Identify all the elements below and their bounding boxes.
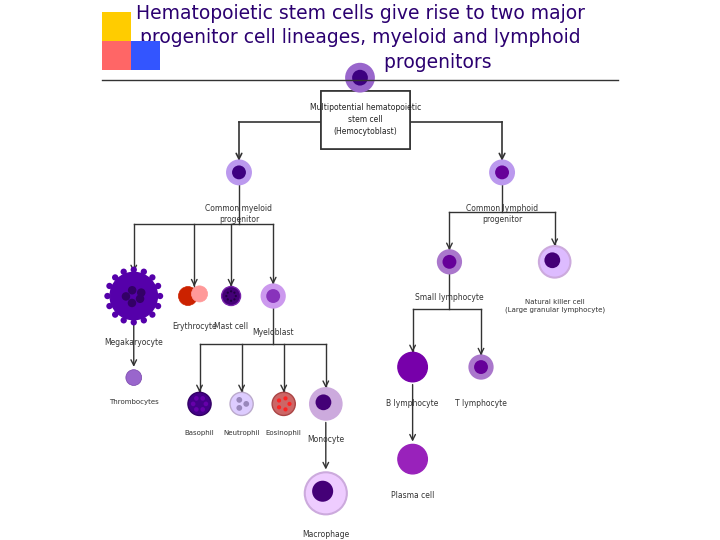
Circle shape (272, 393, 295, 415)
Text: Eosinophil: Eosinophil (266, 430, 302, 436)
Circle shape (200, 396, 205, 401)
Circle shape (230, 393, 253, 415)
Text: Neutrophil: Neutrophil (223, 430, 260, 436)
Circle shape (438, 250, 461, 273)
Circle shape (284, 396, 287, 401)
Text: Basophil: Basophil (184, 430, 215, 436)
Circle shape (149, 312, 156, 318)
FancyBboxPatch shape (320, 91, 410, 148)
Circle shape (120, 317, 127, 323)
Circle shape (469, 355, 492, 379)
Circle shape (277, 405, 281, 409)
Circle shape (287, 402, 292, 406)
Circle shape (228, 161, 251, 184)
Circle shape (266, 289, 280, 303)
Circle shape (157, 293, 163, 299)
Circle shape (233, 298, 235, 301)
Text: Multipotential hematopoietic
stem cell
(Hemocytoblast): Multipotential hematopoietic stem cell (… (310, 104, 421, 136)
Bar (102, 41, 131, 70)
Circle shape (130, 319, 137, 326)
Circle shape (188, 393, 211, 415)
FancyBboxPatch shape (320, 91, 410, 148)
Circle shape (230, 300, 233, 302)
Text: Mast cell: Mast cell (214, 322, 248, 332)
Circle shape (347, 64, 373, 91)
Circle shape (155, 283, 161, 289)
Circle shape (136, 294, 144, 303)
Circle shape (179, 287, 197, 306)
Text: Thrombocytes: Thrombocytes (109, 399, 158, 404)
Circle shape (277, 399, 281, 403)
Circle shape (233, 292, 235, 294)
Circle shape (398, 352, 428, 382)
Circle shape (312, 481, 333, 502)
Text: B lymphocyte: B lymphocyte (387, 399, 438, 408)
Text: Monocyte: Monocyte (307, 435, 344, 444)
Circle shape (236, 397, 242, 403)
Circle shape (315, 394, 331, 410)
Circle shape (155, 303, 161, 309)
Text: Small lymphocyte: Small lymphocyte (415, 293, 484, 302)
Circle shape (104, 293, 111, 299)
Circle shape (235, 295, 237, 297)
Circle shape (227, 298, 229, 301)
Circle shape (474, 360, 488, 374)
Circle shape (310, 388, 341, 420)
Circle shape (126, 370, 142, 386)
Circle shape (200, 407, 205, 411)
Circle shape (284, 407, 287, 411)
Text: T lymphocyte: T lymphocyte (455, 399, 507, 408)
Circle shape (127, 299, 136, 307)
Circle shape (404, 358, 421, 376)
Circle shape (122, 292, 130, 301)
Circle shape (261, 285, 285, 308)
Circle shape (236, 405, 242, 411)
Circle shape (230, 290, 233, 293)
Circle shape (140, 268, 147, 275)
Text: Macrophage: Macrophage (302, 530, 349, 539)
Circle shape (490, 161, 513, 184)
Circle shape (149, 274, 156, 281)
Circle shape (107, 283, 112, 289)
Circle shape (243, 401, 249, 407)
Circle shape (140, 317, 147, 323)
Circle shape (194, 407, 199, 411)
Circle shape (398, 444, 428, 474)
Circle shape (225, 295, 228, 297)
Circle shape (204, 402, 208, 406)
Text: Natural killer cell
(Large granular lymphocyte): Natural killer cell (Large granular lymp… (505, 299, 605, 313)
Circle shape (137, 288, 145, 297)
Circle shape (128, 286, 136, 294)
Bar (131, 41, 160, 70)
Text: Myeloblast: Myeloblast (253, 328, 294, 336)
Circle shape (191, 402, 195, 406)
Circle shape (192, 286, 207, 302)
Circle shape (112, 274, 118, 281)
Circle shape (404, 450, 421, 468)
Text: Common lymphoid
progenitor: Common lymphoid progenitor (466, 204, 538, 224)
Bar (102, 12, 131, 41)
Circle shape (222, 287, 240, 306)
Circle shape (539, 246, 570, 278)
Circle shape (194, 396, 199, 401)
Circle shape (443, 255, 456, 269)
Circle shape (495, 165, 509, 179)
Circle shape (110, 272, 158, 320)
Circle shape (305, 472, 347, 515)
Text: Common myeloid
progenitor: Common myeloid progenitor (205, 204, 272, 224)
Circle shape (352, 70, 368, 85)
Text: Megakaryocyte: Megakaryocyte (104, 338, 163, 347)
Circle shape (544, 252, 560, 268)
Circle shape (112, 312, 118, 318)
Circle shape (130, 267, 137, 273)
Circle shape (107, 303, 112, 309)
Text: Hematopoietic stem cells give rise to two major
progenitor cell lineages, myeloi: Hematopoietic stem cells give rise to tw… (135, 4, 585, 71)
Text: Plasma cell: Plasma cell (391, 491, 434, 500)
Circle shape (120, 268, 127, 275)
Circle shape (232, 165, 246, 179)
Text: Erythrocyte: Erythrocyte (172, 322, 217, 332)
Circle shape (227, 292, 229, 294)
